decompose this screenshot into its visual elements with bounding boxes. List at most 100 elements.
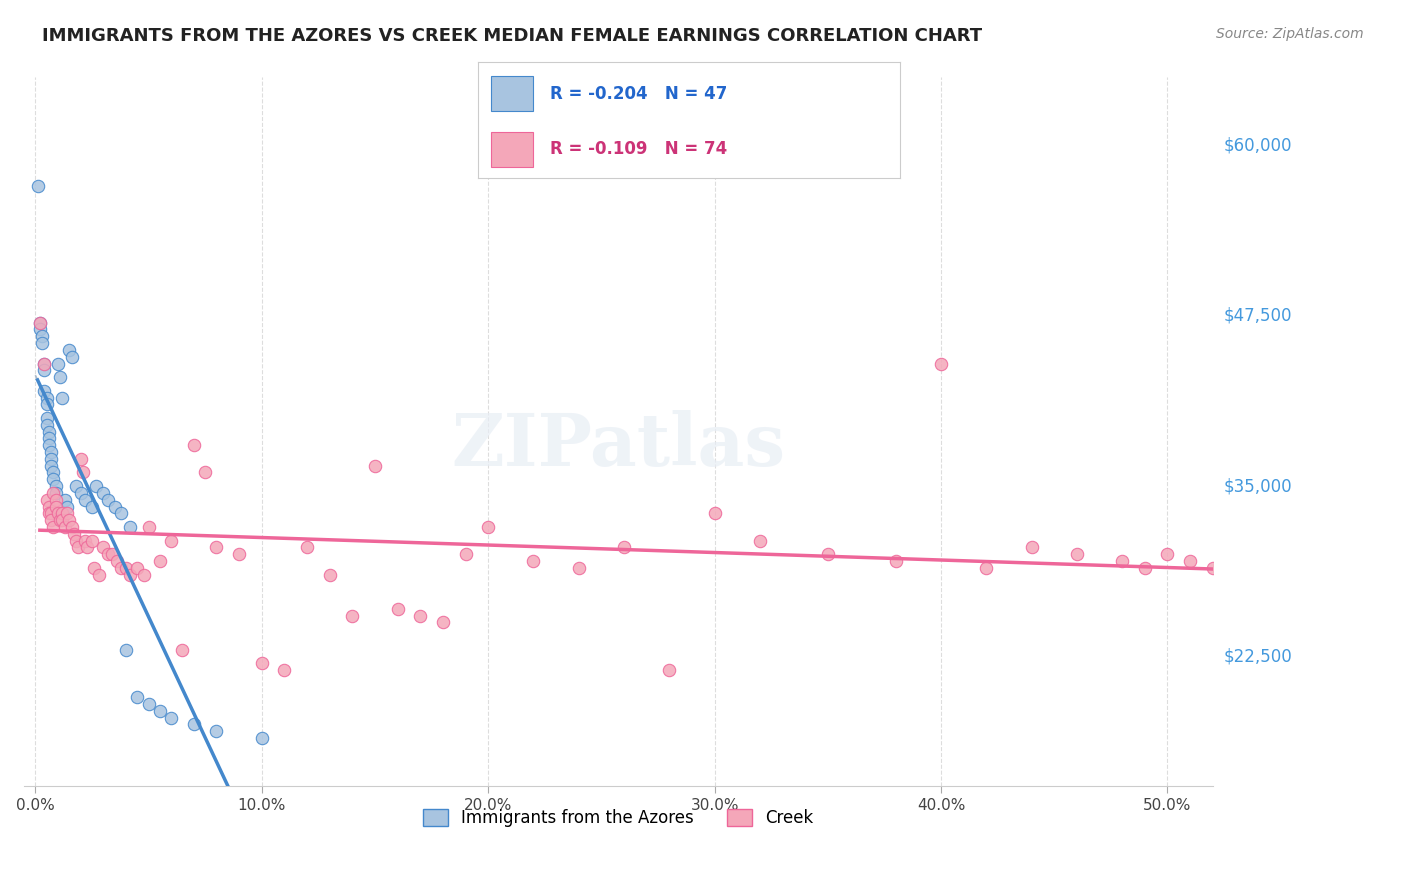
Point — [45, 479, 67, 493]
Point — [62, 526, 84, 541]
Point — [49, 513, 72, 527]
Point — [39, 445, 62, 459]
Point — [46, 357, 69, 371]
Point — [51, 391, 73, 405]
Point — [703, 506, 725, 520]
Point — [342, 608, 364, 623]
Point — [53, 492, 76, 507]
Point — [101, 547, 124, 561]
Point — [34, 357, 56, 371]
Point — [194, 466, 217, 480]
Point — [65, 479, 87, 493]
Point — [69, 451, 91, 466]
Text: ZIPatlas: ZIPatlas — [451, 410, 786, 482]
FancyBboxPatch shape — [491, 77, 533, 112]
Point — [205, 541, 228, 555]
Text: R = -0.204   N = 47: R = -0.204 N = 47 — [550, 85, 727, 103]
Point — [127, 561, 149, 575]
Point — [160, 711, 183, 725]
Point — [38, 425, 60, 439]
Point — [28, 316, 51, 330]
Point — [454, 547, 477, 561]
Point — [42, 472, 65, 486]
Point — [38, 500, 60, 514]
Point — [409, 608, 432, 623]
Point — [75, 492, 97, 507]
Point — [273, 663, 295, 677]
Point — [27, 179, 49, 194]
Point — [228, 547, 250, 561]
Point — [1111, 554, 1133, 568]
Point — [205, 724, 228, 739]
Point — [58, 343, 80, 357]
Point — [42, 520, 65, 534]
Text: $47,500: $47,500 — [1223, 307, 1292, 325]
Point — [42, 486, 65, 500]
Point — [80, 533, 103, 548]
Point — [35, 492, 58, 507]
Point — [250, 656, 273, 670]
Point — [658, 663, 681, 677]
Point — [38, 432, 60, 446]
Point — [817, 547, 839, 561]
Point — [83, 561, 105, 575]
Point — [1178, 554, 1201, 568]
Point — [97, 492, 120, 507]
Point — [45, 486, 67, 500]
Point — [46, 506, 69, 520]
Point — [183, 717, 205, 731]
Text: Source: ZipAtlas.com: Source: ZipAtlas.com — [1216, 27, 1364, 41]
Point — [132, 567, 155, 582]
Point — [34, 363, 56, 377]
Point — [522, 554, 544, 568]
Text: R = -0.109   N = 74: R = -0.109 N = 74 — [550, 140, 727, 159]
Point — [1133, 561, 1156, 575]
Point — [75, 533, 97, 548]
Point — [250, 731, 273, 745]
Point — [110, 561, 132, 575]
Point — [477, 520, 499, 534]
Point — [76, 541, 98, 555]
Point — [86, 479, 108, 493]
Point — [613, 541, 636, 555]
Point — [60, 350, 83, 364]
Point — [31, 336, 53, 351]
Point — [138, 697, 160, 711]
Point — [49, 370, 72, 384]
Point — [172, 642, 194, 657]
Point — [1202, 561, 1225, 575]
Text: $35,000: $35,000 — [1223, 477, 1292, 495]
Point — [364, 458, 387, 473]
Point — [39, 506, 62, 520]
Point — [1156, 547, 1178, 561]
Point — [72, 466, 94, 480]
Point — [91, 486, 114, 500]
Point — [39, 513, 62, 527]
Point — [31, 329, 53, 343]
Point — [120, 520, 142, 534]
Legend: Immigrants from the Azores, Creek: Immigrants from the Azores, Creek — [416, 803, 821, 834]
Point — [115, 642, 138, 657]
Text: IMMIGRANTS FROM THE AZORES VS CREEK MEDIAN FEMALE EARNINGS CORRELATION CHART: IMMIGRANTS FROM THE AZORES VS CREEK MEDI… — [42, 27, 983, 45]
Point — [929, 357, 952, 371]
Point — [39, 458, 62, 473]
Point — [28, 322, 51, 336]
Point — [35, 411, 58, 425]
Point — [60, 520, 83, 534]
Point — [35, 391, 58, 405]
Point — [110, 506, 132, 520]
Point — [87, 567, 110, 582]
Point — [45, 492, 67, 507]
Point — [120, 567, 142, 582]
Point — [103, 500, 125, 514]
Point — [149, 554, 172, 568]
Point — [183, 438, 205, 452]
Point — [34, 357, 56, 371]
Point — [56, 500, 79, 514]
Point — [38, 506, 60, 520]
Point — [38, 438, 60, 452]
Point — [105, 554, 128, 568]
Point — [53, 520, 76, 534]
Point — [35, 417, 58, 432]
Point — [91, 541, 114, 555]
